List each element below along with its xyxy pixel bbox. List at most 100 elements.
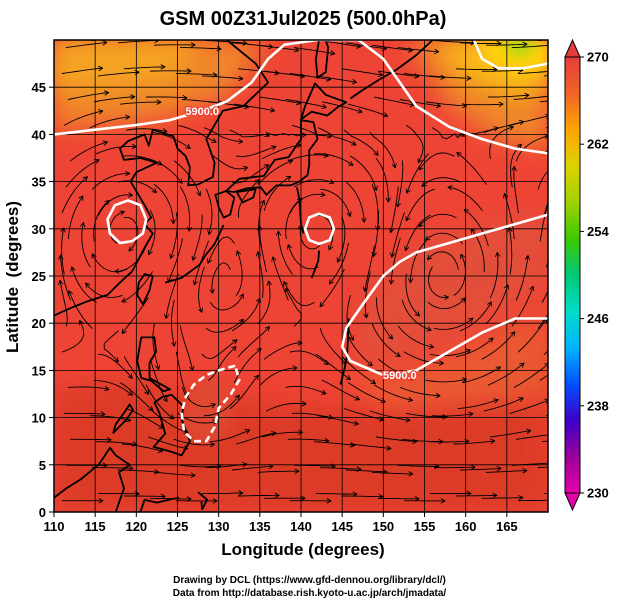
coast-ogasawara xyxy=(310,250,320,279)
streamline xyxy=(341,356,376,384)
streamline xyxy=(455,337,494,358)
streamline xyxy=(457,398,499,410)
credits: Drawing by DCL (https://www.gfd-dennou.o… xyxy=(0,574,619,600)
colorbar-tick-label: 254 xyxy=(587,224,609,239)
streamline xyxy=(388,186,399,234)
streamline xyxy=(93,379,133,396)
streamline xyxy=(511,165,519,214)
y-axis: 0 5 10 15 20 25 30 35 40 45 xyxy=(32,80,54,520)
streamline xyxy=(149,68,192,74)
streamline xyxy=(431,411,474,417)
streamline xyxy=(121,271,153,303)
streamline xyxy=(263,340,303,360)
streamline xyxy=(315,75,358,85)
streamline xyxy=(237,179,260,218)
streamline xyxy=(177,124,217,143)
shade-southeast-band xyxy=(342,313,548,409)
streamline xyxy=(289,191,326,214)
streamline xyxy=(431,127,465,140)
streamline xyxy=(515,134,548,162)
contour-label: 5900.0 xyxy=(383,370,417,382)
streamline xyxy=(403,351,444,366)
streamline xyxy=(152,323,161,370)
x-tick-label: 155 xyxy=(414,519,436,534)
streamline xyxy=(541,289,548,303)
streamline xyxy=(481,495,524,501)
streamline xyxy=(263,495,306,501)
streamline xyxy=(377,358,416,381)
contour-south-boundary xyxy=(340,213,548,377)
streamline xyxy=(91,170,131,190)
colorbar: 230 238 246 254 262 270 xyxy=(564,38,609,512)
streamline xyxy=(205,319,245,333)
streamline xyxy=(397,47,440,55)
coast-palawan xyxy=(112,403,134,434)
plot-area: 5900.0 5900.0 xyxy=(54,40,548,512)
streamline xyxy=(418,152,455,171)
streamline xyxy=(489,428,532,438)
streamline xyxy=(109,210,125,244)
colorbar-tick-label: 238 xyxy=(587,398,609,413)
contour-north-boundary xyxy=(54,40,548,155)
x-tick-label: 145 xyxy=(331,519,353,534)
streamline xyxy=(229,374,260,410)
coast-ryukyu xyxy=(164,224,225,284)
streamline xyxy=(459,301,492,332)
streamline xyxy=(345,330,373,367)
streamline xyxy=(287,437,330,444)
streamline xyxy=(89,415,132,423)
streamline xyxy=(481,331,516,360)
coast-shikoku xyxy=(235,188,257,204)
streamline xyxy=(515,255,531,301)
streamline xyxy=(537,313,548,329)
streamline xyxy=(63,411,106,417)
streamline xyxy=(263,175,292,211)
streamline xyxy=(425,377,468,383)
streamline xyxy=(123,217,139,252)
streamline xyxy=(209,429,251,443)
x-tick-label: 160 xyxy=(455,519,477,534)
streamline xyxy=(543,201,548,216)
colorbar-extend-max xyxy=(564,38,581,58)
y-tick-label: 40 xyxy=(32,127,46,142)
streamline xyxy=(67,90,110,100)
x-tick-label: 120 xyxy=(125,519,147,534)
streamline xyxy=(235,145,277,157)
streamline xyxy=(98,192,134,216)
streamline xyxy=(293,179,335,188)
streamline xyxy=(275,230,293,275)
streamline xyxy=(483,397,524,412)
streamline xyxy=(65,462,108,468)
streamline xyxy=(349,443,392,451)
streamline xyxy=(405,188,435,222)
y-tick-label: 30 xyxy=(32,222,46,237)
streamline xyxy=(149,358,168,402)
streamline xyxy=(399,99,442,109)
streamline xyxy=(117,469,160,475)
coast-sakhalin xyxy=(314,40,330,79)
colorbar-tick-label: 262 xyxy=(587,137,609,152)
streamline xyxy=(203,394,240,417)
streamline xyxy=(397,325,435,349)
x-tick-label: 150 xyxy=(372,519,394,534)
streamline xyxy=(315,353,351,381)
streamline xyxy=(545,260,548,268)
coast-borneo xyxy=(54,446,131,512)
streamline xyxy=(291,124,333,139)
streamline xyxy=(153,42,196,48)
streamline xyxy=(427,297,466,310)
x-tick-label: 140 xyxy=(290,519,312,534)
streamline xyxy=(121,297,149,335)
coast-halmahera xyxy=(197,491,208,511)
streamline xyxy=(70,437,112,443)
streamline xyxy=(328,242,349,285)
streamline xyxy=(153,183,176,225)
x-tick-label: 135 xyxy=(249,519,271,534)
streamline xyxy=(346,294,354,341)
streamline xyxy=(453,438,496,445)
streamline xyxy=(205,40,248,46)
streamline xyxy=(147,209,156,256)
streamline xyxy=(93,94,136,103)
contour-low-philippines xyxy=(180,364,241,443)
